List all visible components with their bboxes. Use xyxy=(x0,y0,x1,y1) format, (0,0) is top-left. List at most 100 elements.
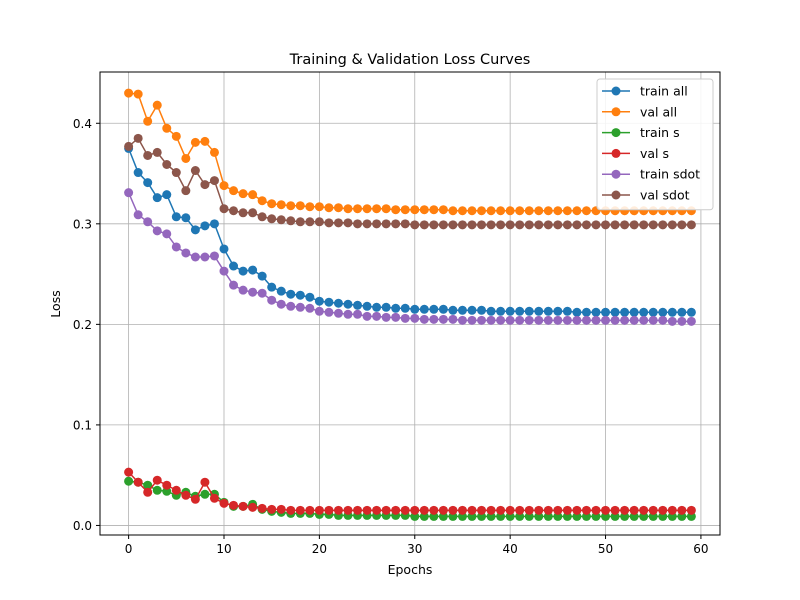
data-point xyxy=(658,505,668,515)
data-point xyxy=(267,295,277,305)
data-point xyxy=(486,315,496,325)
data-point xyxy=(610,505,620,515)
data-point xyxy=(486,220,496,230)
data-point xyxy=(591,505,601,515)
data-point xyxy=(505,206,515,216)
data-point xyxy=(276,286,286,296)
legend-swatch-marker xyxy=(611,148,621,158)
data-point xyxy=(353,505,363,515)
data-point xyxy=(362,311,372,321)
legend-item: train sdot xyxy=(602,167,700,182)
data-point xyxy=(505,505,515,515)
data-point xyxy=(124,188,134,198)
data-point xyxy=(219,204,229,214)
data-point xyxy=(505,306,515,316)
legend-label: train all xyxy=(640,84,688,99)
data-point xyxy=(152,475,162,485)
data-point xyxy=(477,315,487,325)
data-point xyxy=(534,220,544,230)
legend-label: train s xyxy=(640,125,680,140)
data-point xyxy=(496,206,506,216)
data-point xyxy=(295,290,305,300)
data-point xyxy=(515,505,525,515)
data-point xyxy=(333,505,343,515)
plot-frame xyxy=(99,71,721,536)
data-point xyxy=(324,297,334,307)
legend-item: val sdot xyxy=(602,188,690,203)
data-point xyxy=(543,306,553,316)
data-point xyxy=(543,315,553,325)
data-point xyxy=(534,306,544,316)
legend-item: val s xyxy=(602,146,669,161)
data-point xyxy=(171,131,181,141)
data-point xyxy=(515,206,525,216)
data-point xyxy=(686,316,696,326)
data-point xyxy=(410,505,420,515)
data-point xyxy=(133,168,143,178)
data-point xyxy=(677,220,687,230)
data-point xyxy=(543,206,553,216)
data-point xyxy=(314,505,324,515)
data-point xyxy=(372,505,382,515)
data-point xyxy=(524,505,534,515)
y-tick-label: 0.4 xyxy=(73,117,92,131)
data-point xyxy=(286,301,296,311)
data-point xyxy=(639,505,649,515)
data-point xyxy=(372,219,382,229)
data-point xyxy=(295,302,305,312)
data-point xyxy=(400,505,410,515)
data-point xyxy=(391,303,401,313)
data-point xyxy=(438,314,448,324)
data-point xyxy=(238,285,248,295)
data-point xyxy=(248,502,258,512)
data-point xyxy=(381,505,391,515)
x-tick-label: 40 xyxy=(503,542,518,556)
data-point xyxy=(419,304,429,314)
data-point xyxy=(305,202,315,212)
data-point xyxy=(353,309,363,319)
data-point xyxy=(267,199,277,209)
data-point xyxy=(171,485,181,495)
data-point xyxy=(410,205,420,215)
x-tick-label: 0 xyxy=(125,542,133,556)
data-point xyxy=(362,505,372,515)
data-point xyxy=(438,220,448,230)
data-point xyxy=(219,498,229,508)
data-point xyxy=(143,217,153,227)
data-point xyxy=(496,220,506,230)
data-point xyxy=(162,123,172,133)
data-point xyxy=(581,307,591,317)
data-point xyxy=(190,166,200,176)
data-point xyxy=(152,193,162,203)
data-point xyxy=(562,505,572,515)
data-point xyxy=(620,315,630,325)
data-point xyxy=(410,304,420,314)
data-point xyxy=(152,147,162,157)
legend-label: val all xyxy=(640,104,677,119)
data-point xyxy=(467,315,477,325)
data-point xyxy=(534,505,544,515)
data-point xyxy=(324,505,334,515)
legend-swatch-marker xyxy=(611,107,621,117)
data-point xyxy=(143,178,153,188)
data-point xyxy=(267,504,277,514)
data-point xyxy=(486,206,496,216)
data-point xyxy=(362,301,372,311)
data-point xyxy=(639,315,649,325)
data-point xyxy=(572,206,582,216)
data-point xyxy=(400,219,410,229)
legend-label: train sdot xyxy=(640,167,700,182)
data-point xyxy=(143,116,153,126)
data-point xyxy=(391,505,401,515)
data-point xyxy=(305,505,315,515)
data-point xyxy=(305,292,315,302)
data-point xyxy=(343,505,353,515)
legend: train all val all train s val s train sdot va… xyxy=(596,78,714,211)
data-point xyxy=(591,315,601,325)
data-point xyxy=(200,136,210,146)
data-point xyxy=(620,505,630,515)
data-point xyxy=(667,316,677,326)
data-point xyxy=(581,206,591,216)
data-point xyxy=(667,220,677,230)
data-point xyxy=(648,505,658,515)
